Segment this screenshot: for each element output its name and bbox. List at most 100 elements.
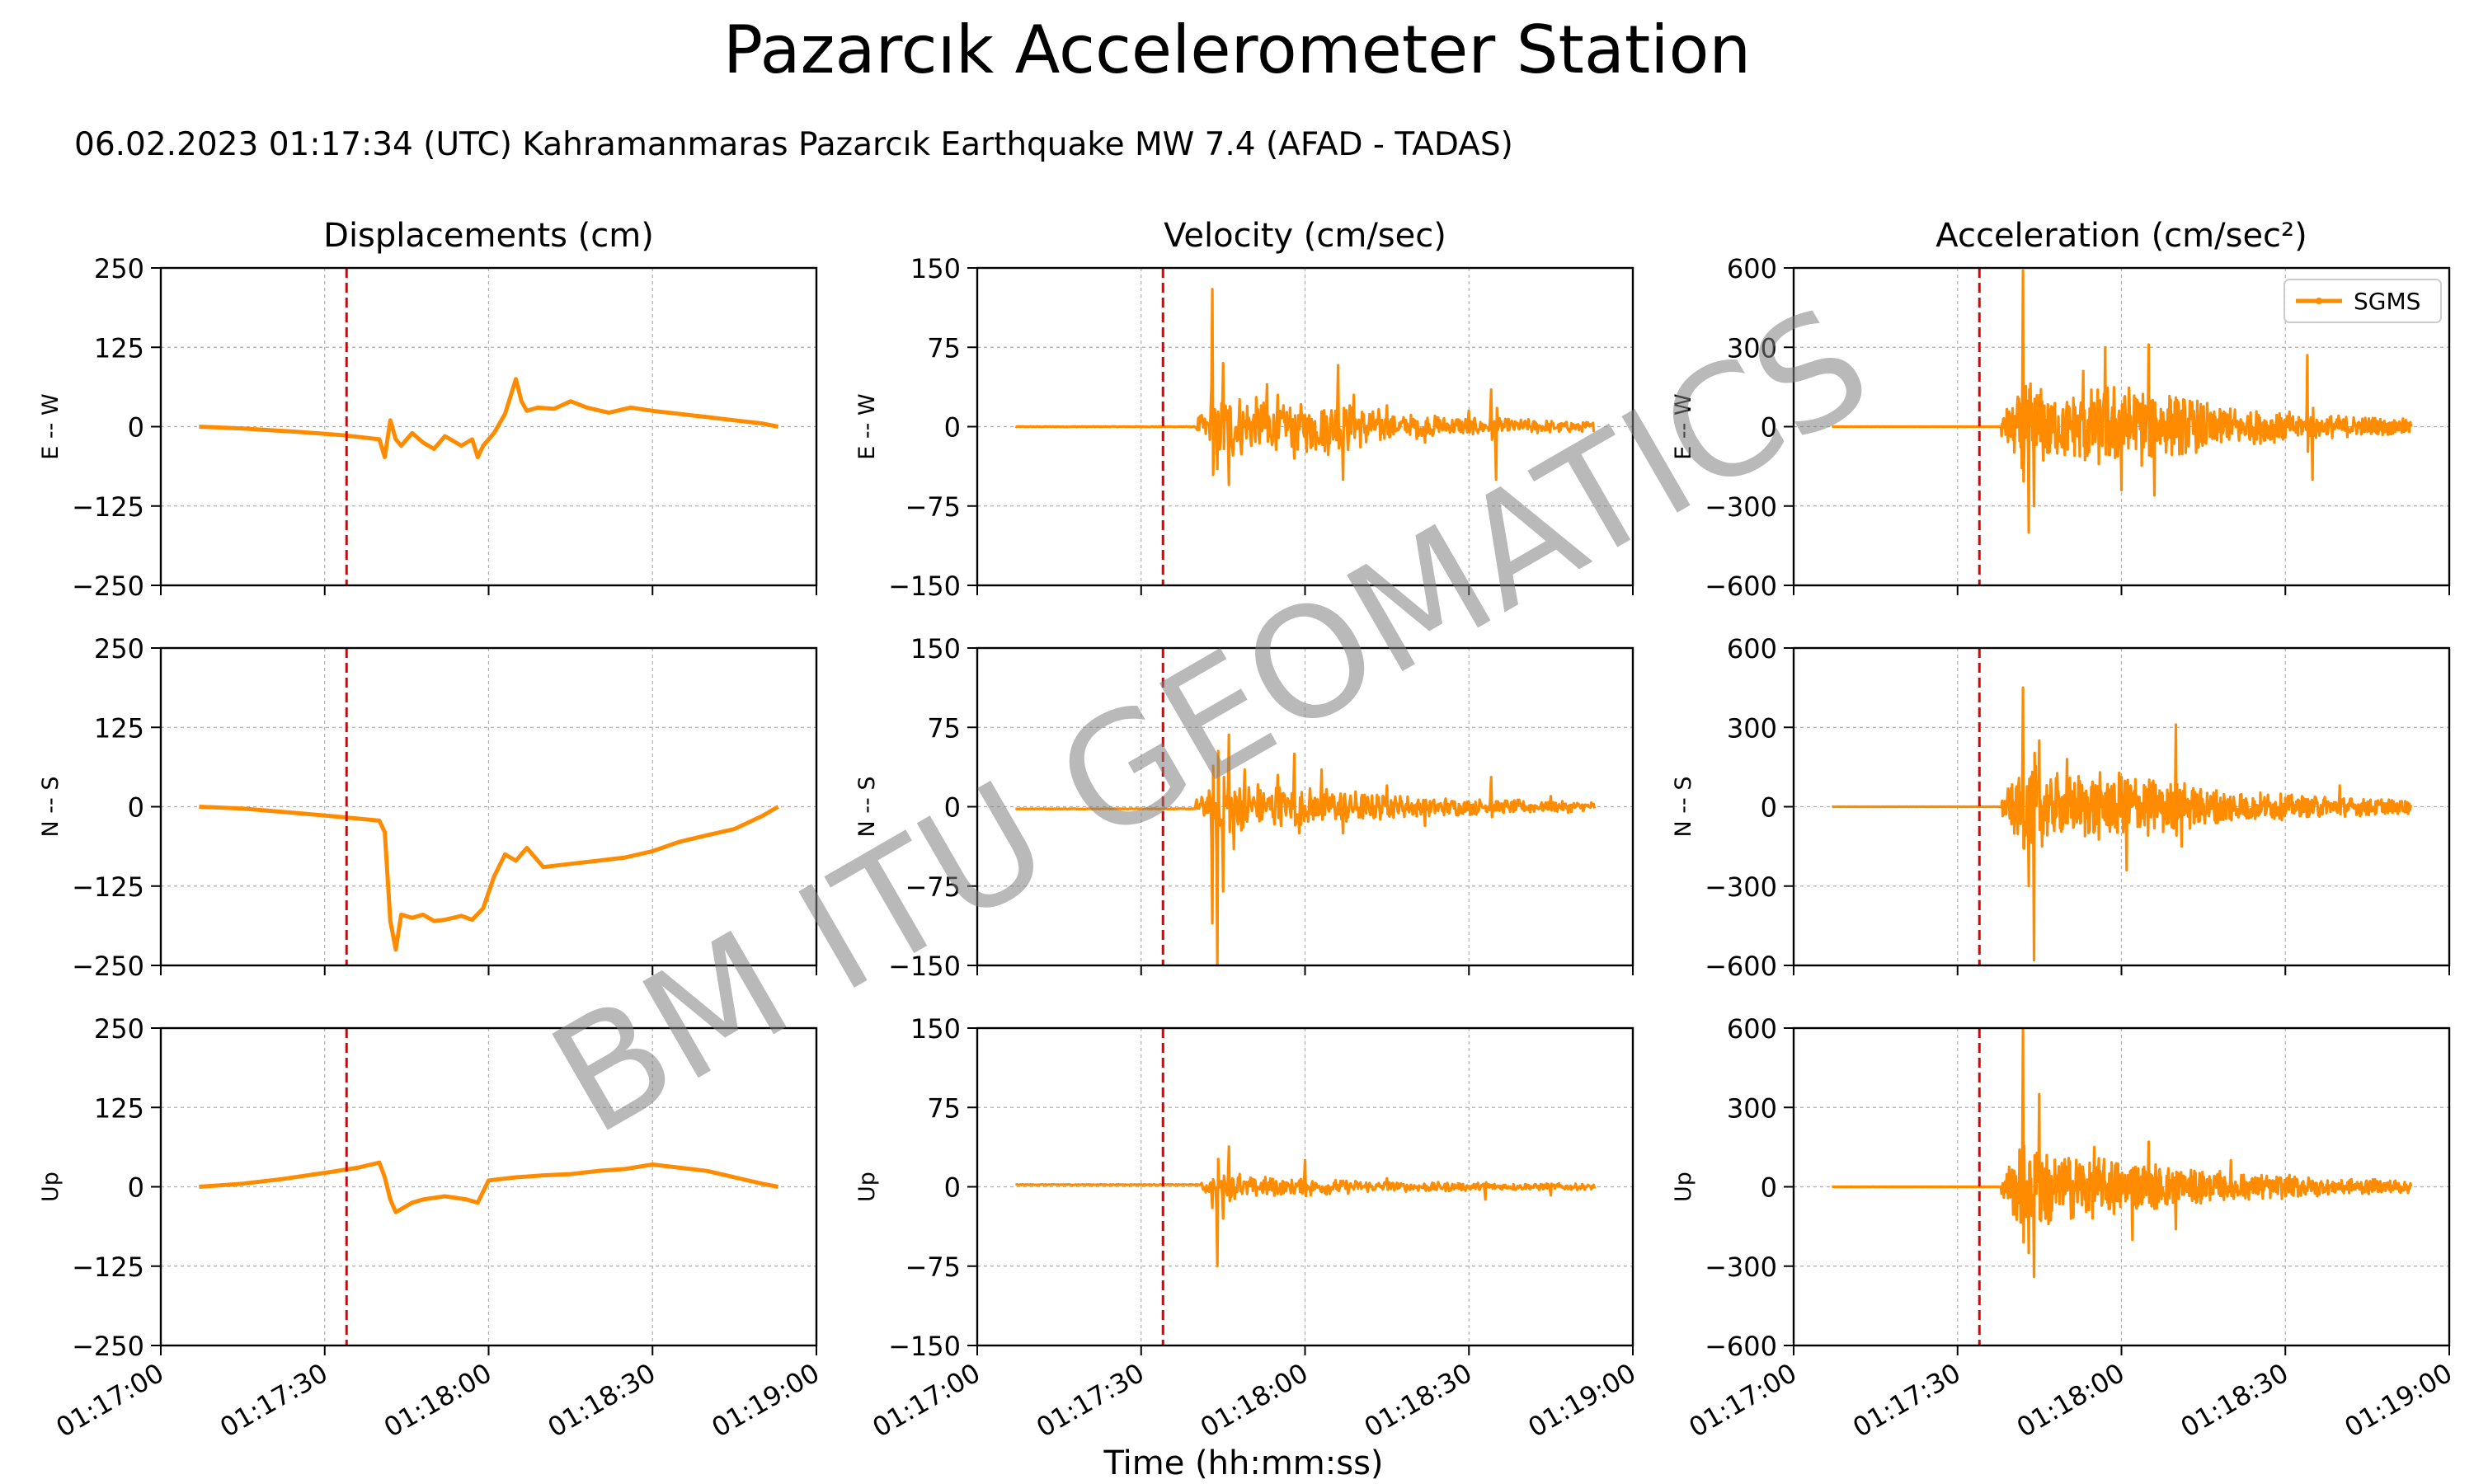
axes-frame [1792,266,2451,587]
subplot: 600 300 0 −300 −600 N -- S [1671,633,2451,982]
y-tick-label: 600 [1727,253,1777,284]
x-tick-label: 01:18:00 [379,1357,496,1444]
row-label: N -- S [854,777,880,838]
row-label: N -- S [38,777,63,838]
series-line [199,1160,779,1214]
y-tick-label: −75 [905,871,961,903]
y-tick-label: 75 [927,1092,961,1124]
y-tick-label: 125 [94,712,144,744]
column-title: Velocity (cm/sec) [1164,217,1446,255]
x-tick-label: 01:19:00 [707,1357,825,1444]
column-title: Displacements (cm) [323,217,654,255]
y-tick-label: −150 [888,1331,961,1362]
series-line [1831,269,2413,534]
y-tick-label: −600 [1705,571,1777,602]
x-axis-label: Time (hh:mm:ss) [1103,1444,1383,1482]
row-label: Up [38,1172,63,1202]
axes-frame [976,266,1634,587]
legend-box [2284,279,2442,323]
subplot: 150 75 0 −75 −150 N -- S [854,633,1634,982]
y-tick-label: 150 [910,633,961,665]
subplot: 250 125 0 −125 −250 N -- S [38,633,818,982]
x-tick-label: 01:19:00 [2340,1357,2458,1444]
x-tick-label: 01:19:00 [1523,1357,1641,1444]
y-tick-label: 300 [1727,712,1777,744]
y-tick-label: 600 [1727,1013,1777,1045]
y-tick-label: −125 [72,491,144,523]
x-tick-label: 01:18:30 [1359,1357,1477,1444]
y-tick-label: −600 [1705,951,1777,982]
x-tick-label: 01:18:00 [1195,1357,1313,1444]
row-label: E -- W [38,393,63,459]
y-tick-label: −75 [905,1252,961,1283]
y-tick-label: 150 [910,253,961,284]
x-tick-label: 01:18:30 [2175,1357,2293,1444]
chart-title: Pazarcık Accelerometer Station [723,12,1751,88]
y-tick-label: 75 [927,332,961,364]
y-tick-label: 0 [1761,412,1777,444]
y-tick-label: 0 [1761,1172,1777,1204]
x-tick-label: 01:18:30 [543,1357,661,1444]
row-label: E -- W [854,393,880,459]
y-tick-label: −250 [72,951,144,982]
legend-label: SGMS [2354,288,2420,315]
y-tick-label: 75 [927,712,961,744]
axes-frame [159,1026,818,1347]
y-tick-label: 125 [94,332,144,364]
y-tick-label: 600 [1727,633,1777,665]
x-tick-label: 01:17:30 [1031,1357,1149,1444]
y-tick-label: −300 [1705,491,1777,523]
y-tick-label: 300 [1727,1092,1777,1124]
y-tick-label: 125 [94,1092,144,1124]
y-tick-label: 0 [944,1172,961,1204]
x-tick-label: 01:17:30 [1847,1357,1965,1444]
y-tick-label: 300 [1727,332,1777,364]
y-tick-label: 150 [910,1013,961,1045]
y-tick-label: 0 [128,412,144,444]
row-label: Up [854,1172,880,1202]
y-tick-label: −250 [72,571,144,602]
y-tick-label: 0 [128,792,144,824]
series-line [1831,686,2413,962]
y-tick-label: 0 [128,1172,144,1204]
subplot: 600 300 0 −300 −600 E -- W SGMS [1671,253,2451,602]
row-label: E -- W [1671,393,1696,459]
legend: SGMS [2284,279,2442,323]
row-label: N -- S [1671,777,1696,838]
y-tick-label: −300 [1705,871,1777,903]
axes-frame [976,646,1634,967]
row-label: Up [1671,1172,1696,1202]
series-line [199,805,779,952]
axes-frame [1792,1026,2451,1347]
series-line [1014,288,1596,486]
axes-frame [976,1026,1634,1347]
y-tick-label: 250 [94,1013,144,1045]
y-tick-label: 250 [94,253,144,284]
x-tick-label: 01:18:00 [2011,1357,2129,1444]
y-tick-label: −150 [888,951,961,982]
series-line [199,377,779,459]
subplot: 250 125 0 −125 −250 E -- W [38,253,818,602]
series-line [1014,733,1597,965]
y-tick-label: 250 [94,633,144,665]
series-line [1831,1028,2413,1279]
axes-frame [159,646,818,967]
x-tick-label: 01:17:00 [868,1357,985,1444]
y-tick-label: −600 [1705,1331,1777,1362]
y-tick-label: −125 [72,1252,144,1283]
column-title: Acceleration (cm/sec²) [1935,217,2307,255]
axes-frame [159,266,818,587]
x-tick-label: 01:17:30 [214,1357,332,1444]
y-tick-label: 0 [944,412,961,444]
y-tick-label: −150 [888,571,961,602]
y-tick-label: −250 [72,1331,144,1362]
x-tick-label: 01:17:00 [51,1357,169,1444]
y-tick-label: 0 [1761,792,1777,824]
y-tick-label: −125 [72,871,144,903]
x-tick-label: 01:17:00 [1684,1357,1802,1444]
y-tick-label: 0 [944,792,961,824]
